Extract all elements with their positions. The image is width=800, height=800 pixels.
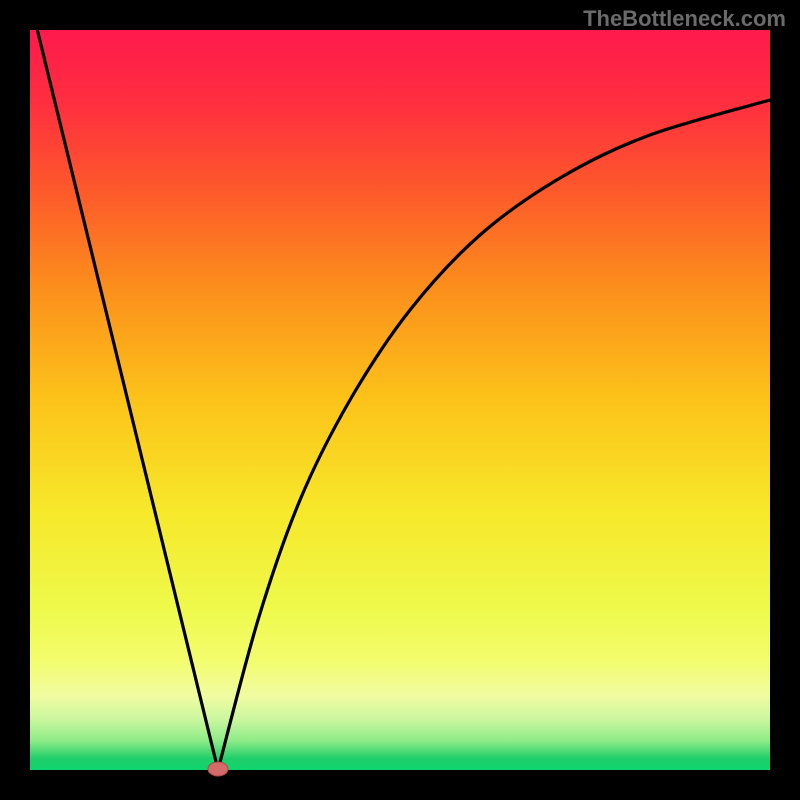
chart-container: TheBottleneck.com bbox=[0, 0, 800, 800]
bottleneck-chart bbox=[0, 0, 800, 800]
watermark: TheBottleneck.com bbox=[583, 6, 786, 32]
plot-background bbox=[30, 30, 770, 770]
optimum-marker bbox=[208, 762, 228, 776]
